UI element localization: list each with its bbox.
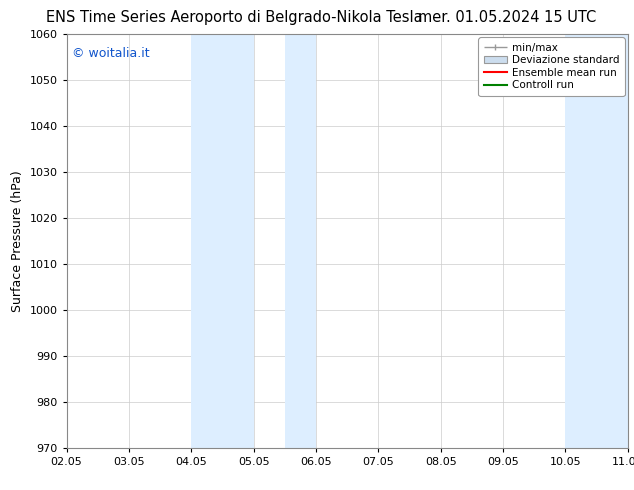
Bar xyxy=(566,34,597,448)
Text: ENS Time Series Aeroporto di Belgrado-Nikola Tesla: ENS Time Series Aeroporto di Belgrado-Ni… xyxy=(46,10,423,24)
Legend: min/max, Deviazione standard, Ensemble mean run, Controll run: min/max, Deviazione standard, Ensemble m… xyxy=(479,37,624,96)
Y-axis label: Surface Pressure (hPa): Surface Pressure (hPa) xyxy=(11,171,24,312)
Text: © woitalia.it: © woitalia.it xyxy=(72,47,150,60)
Text: mer. 01.05.2024 15 UTC: mer. 01.05.2024 15 UTC xyxy=(418,10,597,24)
Bar xyxy=(191,34,254,448)
Bar xyxy=(285,34,316,448)
Bar xyxy=(597,34,628,448)
